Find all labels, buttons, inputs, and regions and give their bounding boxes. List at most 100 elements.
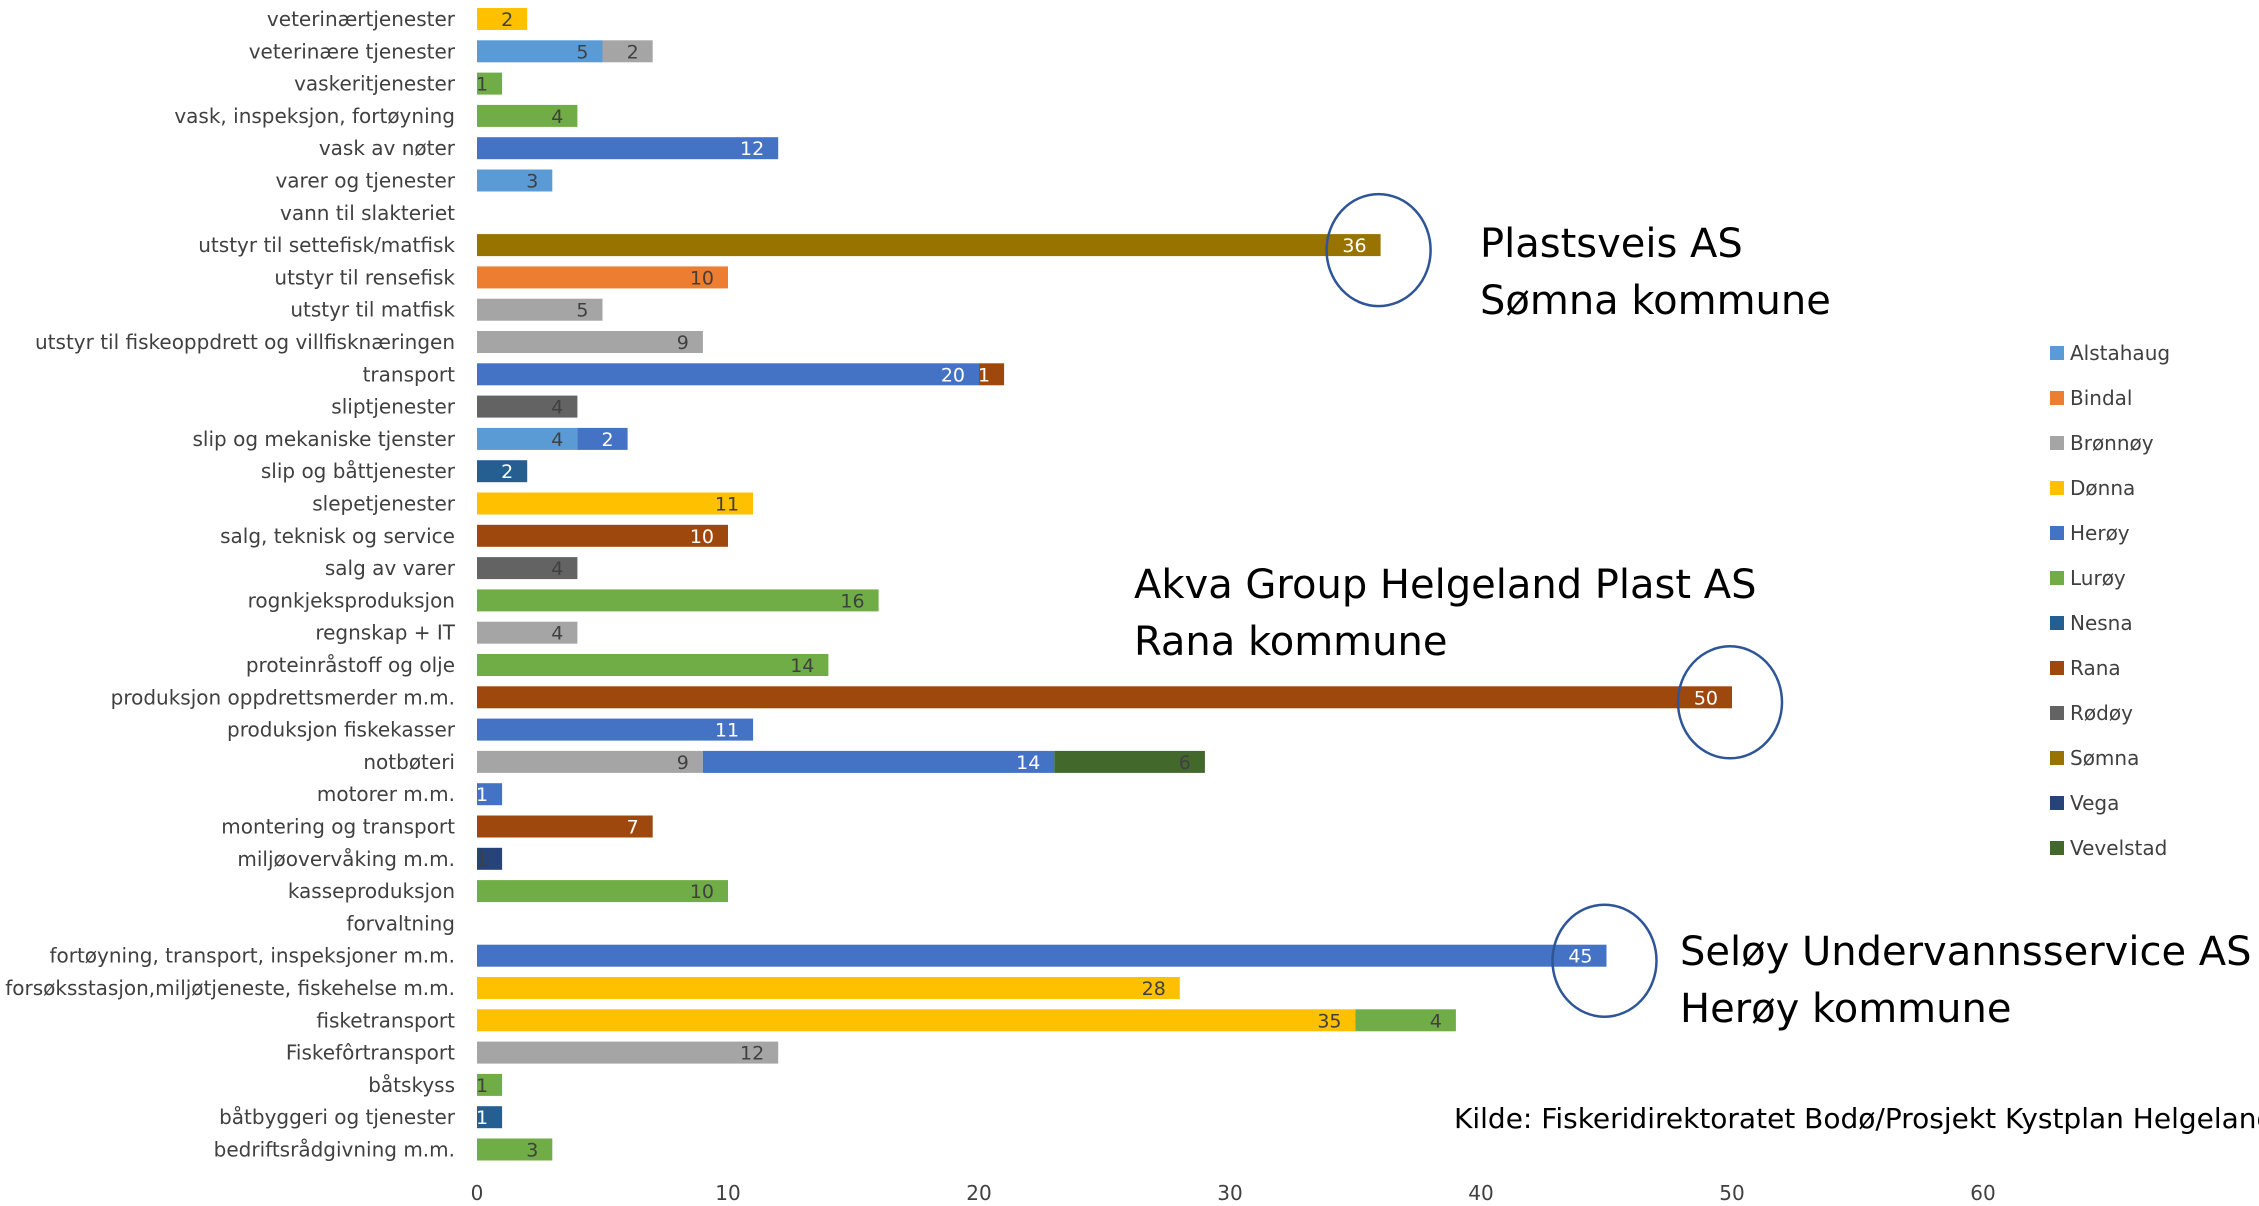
legend-swatch-vevelstad: [2050, 841, 2064, 855]
data-label-d-nna-fors-ksstasjon-milj-tjeneste-fiskehelse-m-m: 28: [1142, 978, 1166, 1000]
data-label-br-nn-y-fiskefortransport: 12: [740, 1043, 764, 1065]
category-label-vaskeritjenester: vaskeritjenester: [294, 72, 456, 96]
category-label-fiskefortransport: Fiskefôrtransport: [286, 1041, 455, 1065]
category-label-proteinrastoff-og-olje: proteinråstoff og olje: [246, 653, 455, 677]
legend-swatch-nesna: [2050, 616, 2064, 630]
legend-label-r-d-y: Rødøy: [2070, 701, 2133, 725]
annotation-1-line-1: Plastsveis AS: [1480, 221, 1743, 267]
category-label-sliptjenester: sliptjenester: [331, 395, 455, 419]
x-tick-label-50: 50: [1719, 1181, 1744, 1205]
x-tick-label-10: 10: [715, 1181, 740, 1205]
bar-d-nna-veterin-rtjenester: [477, 8, 528, 30]
category-label-fors-ksstasjon-milj-tjeneste-fiskehelse-m-m: forsøksstasjon,miljøtjeneste, fiskehelse…: [5, 976, 455, 1000]
category-label-utstyr-til-rensefisk: utstyr til rensefisk: [274, 265, 455, 289]
legend-swatch-her-y: [2050, 526, 2064, 540]
category-label-utstyr-til-settefisk-matfisk: utstyr til settefisk/matfisk: [198, 233, 455, 257]
annotation-2-line-2: Rana kommune: [1134, 619, 1447, 665]
data-label-her-y-vask-av-n-ter: 12: [740, 138, 764, 160]
category-label-regnskap-it: regnskap + IT: [315, 621, 455, 645]
category-label-vask-inspeksjon-fort-yning: vask, inspeksjon, fortøyning: [174, 104, 455, 128]
bar-vevelstad-notb-teri: [1054, 750, 1205, 773]
bar-alstahaug-veterin-re-tjenester: [477, 40, 603, 63]
data-label-br-nn-y-regnskap-it: 4: [551, 623, 563, 645]
data-label-vega-milj-overvaking-m-m: 1: [476, 849, 488, 871]
data-label-her-y-slip-og-mekaniske-tjenster: 2: [602, 429, 614, 451]
bar-d-nna-fisketransport: [477, 1009, 1356, 1032]
bar-her-y-fort-yning-transport-inspeksjoner-m-m: [477, 944, 1607, 967]
legend-label-nesna: Nesna: [2070, 611, 2133, 635]
category-label-forvaltning: forvaltning: [346, 911, 455, 935]
bar-br-nn-y-fiskefortransport: [477, 1041, 779, 1064]
highlight-circle-2: [1676, 645, 1784, 760]
data-label-alstahaug-slip-og-mekaniske-tjenster: 4: [551, 429, 563, 451]
data-label-br-nn-y-utstyr-til-matfisk: 5: [576, 300, 588, 322]
category-label-batbyggeri-og-tjenester: båtbyggeri og tjenester: [219, 1105, 456, 1129]
x-tick-label-20: 20: [966, 1181, 991, 1205]
bar-lur-y-vaskeritjenester: [477, 72, 503, 95]
data-label-lur-y-bedriftsradgivning-m-m: 3: [526, 1140, 538, 1162]
bar-r-d-y-salg-av-varer: [477, 557, 578, 580]
category-label-fort-yning-transport-inspeksjoner-m-m: fortøyning, transport, inspeksjoner m.m.: [49, 944, 455, 968]
category-label-varer-og-tjenester: varer og tjenester: [275, 169, 455, 193]
data-label-d-nna-fisketransport: 35: [1317, 1010, 1341, 1032]
bar-alstahaug-slip-og-mekaniske-tjenster: [477, 427, 578, 450]
x-tick-label-0: 0: [471, 1181, 484, 1205]
category-label-utstyr-til-fiskeoppdrett-og-villfiskn-ringen: utstyr til fiskeoppdrett og villfisknæri…: [35, 330, 455, 354]
annotations: Plastsveis AS Sømna kommune Akva Group Hel…: [1134, 192, 2252, 1032]
legend-label-br-nn-y: Brønnøy: [2070, 431, 2154, 455]
legend-label-alstahaug: Alstahaug: [2070, 341, 2170, 365]
bar-lur-y-batskyss: [477, 1073, 503, 1096]
bar-nesna-batbyggeri-og-tjenester: [477, 1106, 503, 1129]
data-label-vevelstad-notb-teri: 6: [1179, 752, 1191, 774]
bar-rana-montering-og-transport: [477, 815, 653, 838]
legend-swatch-vega: [2050, 796, 2064, 810]
data-label-bindal-utstyr-til-rensefisk: 10: [690, 267, 714, 289]
data-label-s-mna-utstyr-til-settefisk-matfisk: 36: [1342, 235, 1366, 257]
legend-label-s-mna: Sømna: [2070, 746, 2139, 770]
category-label-kasseproduksjon: kasseproduksjon: [288, 879, 455, 903]
bar-vega-milj-overvaking-m-m: [477, 847, 503, 870]
x-tick-label-60: 60: [1970, 1181, 1995, 1205]
highlight-circle-3: [1551, 903, 1658, 1018]
category-label-transport: transport: [363, 362, 456, 386]
bar-d-nna-slepetjenester: [477, 492, 754, 515]
bar-lur-y-bedriftsradgivning-m-m: [477, 1138, 553, 1161]
category-label-produksjon-oppdrettsmerder-m-m: produksjon oppdrettsmerder m.m.: [111, 685, 455, 709]
data-label-lur-y-rognkjeksproduksjon: 16: [840, 590, 864, 612]
data-label-rana-produksjon-oppdrettsmerder-m-m: 50: [1694, 687, 1718, 709]
bar-s-mna-utstyr-til-settefisk-matfisk: [477, 234, 1381, 257]
category-label-batskyss: båtskyss: [368, 1073, 455, 1097]
category-label-slepetjenester: slepetjenester: [312, 492, 456, 516]
data-label-her-y-fort-yning-transport-inspeksjoner-m-m: 45: [1568, 946, 1592, 968]
data-label-her-y-produksjon-fiskekasser: 11: [715, 720, 739, 742]
category-label-rognkjeksproduksjon: rognkjeksproduksjon: [248, 588, 455, 612]
bar-her-y-slip-og-mekaniske-tjenster: [577, 427, 628, 450]
category-label-bedriftsradgivning-m-m: bedriftsrådgivning m.m.: [214, 1138, 455, 1162]
bar-her-y-notb-teri: [702, 750, 1055, 773]
legend-label-rana: Rana: [2070, 656, 2121, 680]
legend-label-her-y: Herøy: [2070, 521, 2130, 545]
data-label-nesna-batbyggeri-og-tjenester: 1: [476, 1107, 488, 1129]
annotation-2-line-1: Akva Group Helgeland Plast AS: [1134, 562, 1757, 608]
legend-label-lur-y: Lurøy: [2070, 566, 2126, 590]
data-label-alstahaug-veterin-re-tjenester: 5: [576, 41, 588, 63]
x-axis-ticks: 0 10 20 30 40 50 60: [471, 1181, 1996, 1205]
category-label-slip-og-battjenester: slip og båttjenester: [261, 459, 456, 483]
data-label-br-nn-y-veterin-re-tjenester: 2: [627, 41, 639, 63]
category-label-fisketransport: fisketransport: [316, 1008, 455, 1032]
data-label-r-d-y-sliptjenester: 4: [551, 397, 563, 419]
legend-swatch-alstahaug: [2050, 346, 2064, 360]
category-label-produksjon-fiskekasser: produksjon fiskekasser: [227, 718, 456, 742]
legend: Alstahaug Bindal Brønnøy Dønna Herøy Lurøy Nes…: [2050, 341, 2170, 860]
legend-label-d-nna: Dønna: [2070, 476, 2135, 500]
bar-alstahaug-varer-og-tjenester: [477, 169, 553, 192]
data-label-her-y-notb-teri: 14: [1016, 752, 1040, 774]
data-label-alstahaug-varer-og-tjenester: 3: [526, 171, 538, 193]
bar-her-y-transport: [477, 363, 979, 386]
category-label-veterin-re-tjenester: veterinære tjenester: [249, 39, 456, 63]
data-label-rana-transport: 1: [978, 364, 990, 386]
data-label-br-nn-y-notb-teri: 9: [677, 752, 689, 774]
bar-her-y-produksjon-fiskekasser: [477, 718, 754, 741]
data-label-rana-montering-og-transport: 7: [627, 817, 639, 839]
data-label-nesna-slip-og-battjenester: 2: [501, 461, 513, 483]
